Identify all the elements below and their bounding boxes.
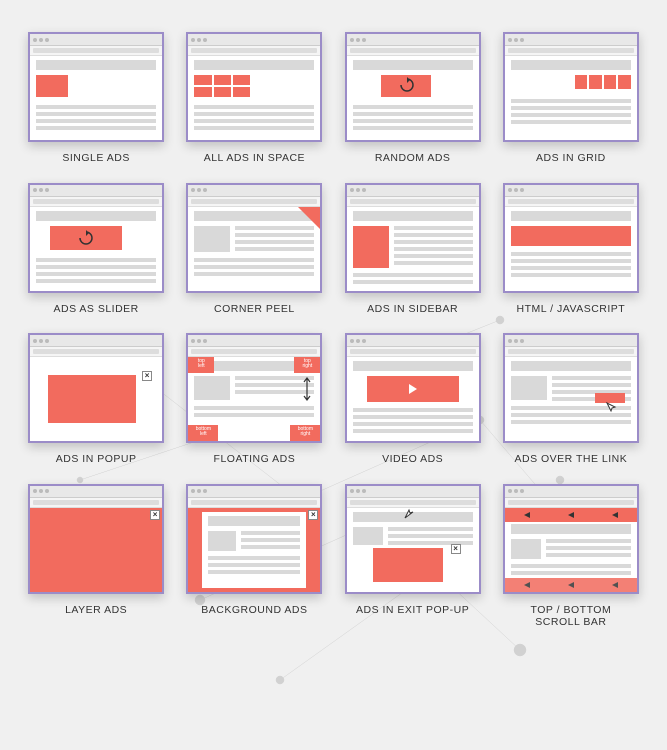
browser-mockup: × <box>186 484 322 594</box>
card-html-js: HTML / JAVASCRIPT <box>503 183 639 316</box>
card-single-ads: SINGLE ADS <box>28 32 164 165</box>
browser-mockup <box>345 333 481 443</box>
card-label: ALL ADS IN SPACE <box>204 152 305 165</box>
card-label: ADS OVER THE LINK <box>514 453 627 466</box>
card-label: HTML / JAVASCRIPT <box>517 303 626 316</box>
card-all-ads-in-space: ALL ADS IN SPACE <box>186 32 322 165</box>
browser-mockup <box>186 183 322 293</box>
card-label: LAYER ADS <box>65 604 127 617</box>
card-video-ads: VIDEO ADS <box>345 333 481 466</box>
browser-mockup: × <box>345 484 481 594</box>
card-label: BACKGROUND ADS <box>201 604 307 617</box>
browser-mockup <box>503 32 639 142</box>
card-label: SINGLE ADS <box>62 152 129 165</box>
browser-mockup: top left top right bottom left bottom ri… <box>186 333 322 443</box>
card-top-bottom-scroll: TOP / BOTTOM SCROLL BAR <box>503 484 639 629</box>
card-ads-in-popup: × ADS IN POPUP <box>28 333 164 466</box>
card-label: FLOATING ADS <box>214 453 296 466</box>
card-label: TOP / BOTTOM SCROLL BAR <box>531 604 612 629</box>
card-ads-over-link: ADS OVER THE LINK <box>503 333 639 466</box>
browser-mockup <box>345 32 481 142</box>
browser-mockup <box>345 183 481 293</box>
card-ads-exit-popup: × ADS IN EXIT POP-UP <box>345 484 481 629</box>
card-ads-in-sidebar: ADS IN SIDEBAR <box>345 183 481 316</box>
infographic-grid: SINGLE ADS ALL ADS IN SPACE RANDOM ADS A… <box>0 0 667 661</box>
card-label: RANDOM ADS <box>375 152 451 165</box>
browser-mockup <box>503 183 639 293</box>
browser-mockup <box>503 484 639 594</box>
card-label: ADS IN GRID <box>536 152 606 165</box>
card-label: VIDEO ADS <box>382 453 443 466</box>
browser-mockup: × <box>28 333 164 443</box>
card-label: ADS IN EXIT POP-UP <box>356 604 469 617</box>
card-floating-ads: top left top right bottom left bottom ri… <box>186 333 322 466</box>
card-background-ads: × BACKGROUND ADS <box>186 484 322 629</box>
browser-mockup <box>186 32 322 142</box>
card-label: ADS IN POPUP <box>56 453 137 466</box>
card-corner-peel: CORNER PEEL <box>186 183 322 316</box>
browser-mockup <box>503 333 639 443</box>
browser-mockup <box>28 183 164 293</box>
card-ads-as-slider: ADS AS SLIDER <box>28 183 164 316</box>
card-ads-in-grid: ADS IN GRID <box>503 32 639 165</box>
browser-mockup <box>28 32 164 142</box>
card-label: ADS IN SIDEBAR <box>367 303 458 316</box>
card-label: ADS AS SLIDER <box>53 303 138 316</box>
card-label: CORNER PEEL <box>214 303 295 316</box>
browser-mockup: × <box>28 484 164 594</box>
card-layer-ads: × LAYER ADS <box>28 484 164 629</box>
card-random-ads: RANDOM ADS <box>345 32 481 165</box>
